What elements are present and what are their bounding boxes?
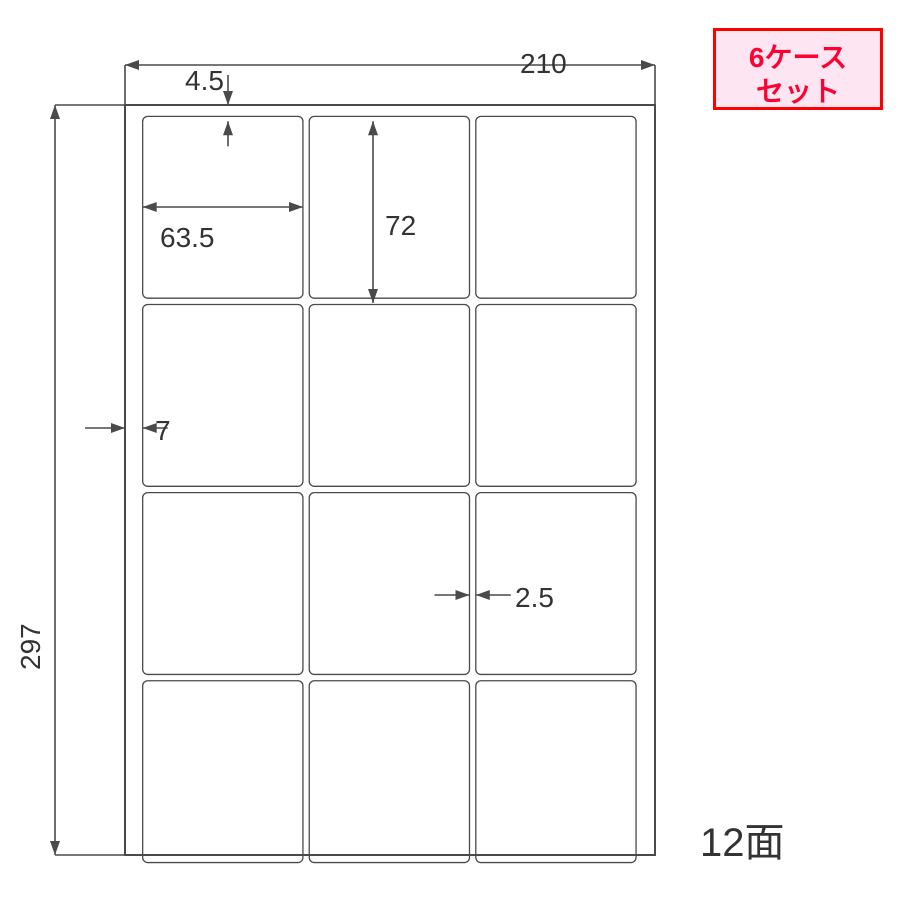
badge-line2: セット [756, 76, 840, 107]
svg-text:297: 297 [15, 623, 46, 670]
dim-width: 210 [520, 48, 567, 80]
dim-left-margin: 7 [155, 415, 171, 447]
dim-top-margin: 4.5 [185, 65, 224, 97]
badge-line1: 6ケース [749, 42, 847, 73]
dim-label-h: 72 [385, 210, 416, 242]
dim-gap: 2.5 [515, 582, 554, 614]
promo-badge: 6ケース セット [713, 28, 883, 110]
dim-label-w: 63.5 [160, 222, 215, 254]
faces-title: 12面 [700, 810, 785, 868]
